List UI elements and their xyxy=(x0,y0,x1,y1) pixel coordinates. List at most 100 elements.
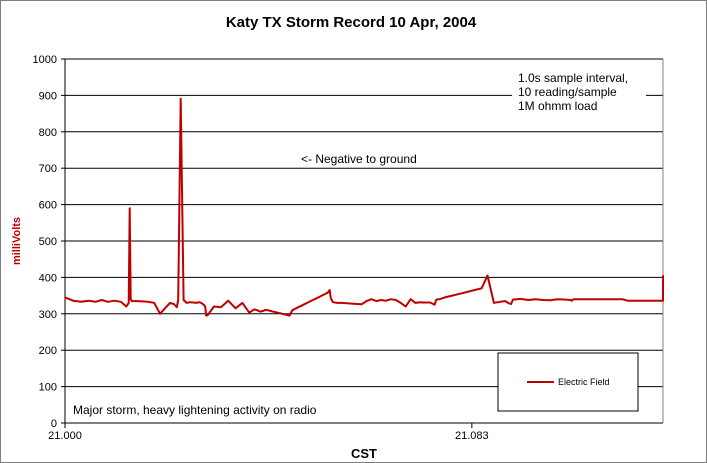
data-point xyxy=(268,309,270,312)
y-tick-label: 600 xyxy=(39,200,57,212)
data-point xyxy=(409,298,412,301)
data-point xyxy=(213,305,215,308)
data-point xyxy=(326,291,329,294)
data-point xyxy=(330,299,333,301)
data-point xyxy=(323,293,326,295)
data-point xyxy=(542,299,544,301)
data-point xyxy=(429,301,431,304)
data-point xyxy=(273,311,276,313)
data-point xyxy=(271,310,273,313)
data-point xyxy=(504,300,506,302)
data-point xyxy=(662,299,664,302)
data-point xyxy=(615,298,618,301)
data-point xyxy=(234,307,237,310)
data-point xyxy=(390,298,392,301)
data-point xyxy=(433,303,436,306)
data-point xyxy=(309,300,311,303)
data-point xyxy=(107,300,109,303)
data-point xyxy=(328,289,331,291)
data-point xyxy=(621,298,624,301)
y-tick-labels: 0 100 200 300 400 500 600 700 800 900 1000 xyxy=(33,54,57,430)
data-point xyxy=(360,303,363,306)
data-point xyxy=(645,299,647,302)
data-point xyxy=(380,299,382,301)
data-point xyxy=(332,301,334,303)
data-point xyxy=(159,313,161,315)
data-point xyxy=(444,296,446,299)
data-point xyxy=(404,305,407,308)
data-point xyxy=(198,301,201,303)
y-axis-label: milliVolts xyxy=(11,217,23,265)
axes xyxy=(64,59,664,424)
data-point xyxy=(385,299,387,302)
data-point xyxy=(113,299,116,302)
data-point xyxy=(395,299,397,301)
data-point xyxy=(414,302,417,304)
y-tick-label: 900 xyxy=(39,90,57,102)
data-point xyxy=(135,300,138,302)
data-point xyxy=(329,296,332,299)
data-point xyxy=(87,299,90,302)
data-point xyxy=(499,300,502,303)
data-point xyxy=(303,303,306,306)
data-point xyxy=(297,306,300,309)
data-point xyxy=(72,299,75,302)
chart-title: Katy TX Storm Record 10 Apr, 2004 xyxy=(226,14,477,31)
data-point xyxy=(276,311,279,314)
data-point xyxy=(318,296,320,298)
data-point xyxy=(399,302,402,304)
data-point xyxy=(294,307,297,310)
data-point xyxy=(370,298,373,301)
data-point xyxy=(365,300,368,302)
data-point xyxy=(169,302,171,304)
data-point xyxy=(527,299,530,301)
sample-info-box xyxy=(512,91,646,125)
data-point xyxy=(556,298,559,301)
data-point xyxy=(571,299,573,302)
data-point xyxy=(179,97,182,100)
data-point xyxy=(662,274,664,277)
data-point xyxy=(659,299,662,302)
data-point xyxy=(141,300,144,303)
data-point xyxy=(341,302,343,304)
data-point xyxy=(306,302,308,304)
data-point xyxy=(94,300,97,303)
data-point xyxy=(315,297,317,300)
data-point xyxy=(458,292,461,295)
sample-info-line-2: 10 reading/sample xyxy=(518,85,617,99)
data-point xyxy=(438,298,441,301)
x-axis-label: CST xyxy=(351,446,377,461)
y-tick-label: 0 xyxy=(51,418,57,430)
data-point xyxy=(175,306,178,309)
y-tick-label: 500 xyxy=(39,236,57,248)
data-point xyxy=(600,298,603,301)
y-tick-label: 1000 xyxy=(33,54,57,66)
data-point xyxy=(200,302,203,304)
y-tick-label: 100 xyxy=(39,382,57,394)
sample-info-line-1: 1.0s sample interval, xyxy=(518,71,628,85)
data-point xyxy=(204,305,206,308)
data-point xyxy=(220,306,222,309)
data-point xyxy=(312,299,314,301)
data-point xyxy=(125,305,128,308)
data-point xyxy=(127,302,130,304)
data-point xyxy=(64,296,66,299)
data-point xyxy=(153,302,156,304)
data-point xyxy=(80,300,82,303)
y-tick-label: 400 xyxy=(39,272,57,284)
data-point xyxy=(634,299,637,302)
sample-info-line-3: 1M ohmm load xyxy=(518,99,597,113)
data-point xyxy=(147,300,150,303)
data-point xyxy=(300,304,303,307)
data-point xyxy=(569,299,572,301)
data-point xyxy=(473,289,476,291)
data-point xyxy=(265,308,267,311)
data-point xyxy=(202,303,205,306)
data-point xyxy=(205,314,207,317)
data-point xyxy=(573,298,576,301)
y-tick-label: 300 xyxy=(39,309,57,321)
data-point xyxy=(507,302,509,304)
data-point xyxy=(185,302,188,304)
data-point xyxy=(510,303,512,305)
